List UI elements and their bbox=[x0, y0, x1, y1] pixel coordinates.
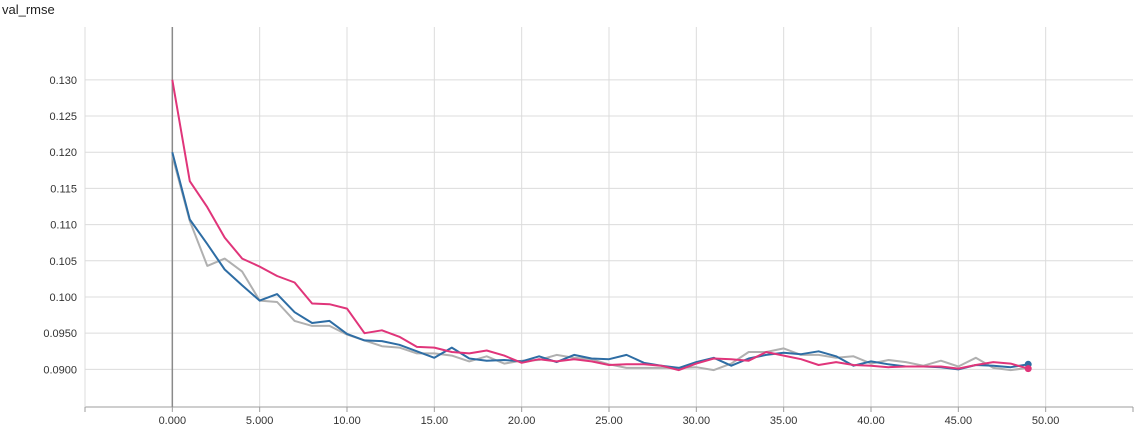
x-tick-label: 5.000 bbox=[246, 415, 274, 427]
y-tick-label: 0.105 bbox=[49, 256, 77, 268]
x-tick-label: 0.000 bbox=[159, 415, 187, 427]
x-tick-label: 15.00 bbox=[421, 415, 449, 427]
series-layer bbox=[171, 79, 1032, 373]
y-tick-label: 0.120 bbox=[49, 147, 77, 159]
y-tick-label: 0.100 bbox=[49, 292, 77, 304]
series-line bbox=[171, 79, 1029, 372]
x-tick-label: 30.00 bbox=[683, 415, 711, 427]
y-tick-label: 0.110 bbox=[50, 220, 77, 232]
y-tick-label: 0.125 bbox=[49, 111, 77, 123]
x-tick-label: 35.00 bbox=[770, 415, 798, 427]
series-line bbox=[171, 155, 1029, 372]
grid bbox=[85, 27, 1133, 407]
x-tick-label: 45.00 bbox=[945, 415, 973, 427]
chart-title: val_rmse bbox=[2, 2, 55, 17]
tick-labels: 0.0900 0.0950 0.100 0.105 0.110 0.115 0.120 0.1… bbox=[43, 75, 1059, 427]
x-tick-label: 50.00 bbox=[1032, 415, 1060, 427]
x-tick-label: 20.00 bbox=[508, 415, 536, 427]
y-tick-label: 0.115 bbox=[50, 183, 77, 195]
x-tick-label: 40.00 bbox=[857, 415, 885, 427]
y-tick-label: 0.0950 bbox=[43, 328, 77, 340]
series-end-marker bbox=[1024, 365, 1032, 373]
y-tick-label: 0.130 bbox=[49, 75, 77, 87]
x-tick-label: 25.00 bbox=[595, 415, 623, 427]
axes bbox=[84, 27, 1134, 412]
x-tick-label: 10.00 bbox=[333, 415, 361, 427]
y-tick-label: 0.0900 bbox=[43, 364, 77, 376]
series-line bbox=[171, 151, 1029, 371]
